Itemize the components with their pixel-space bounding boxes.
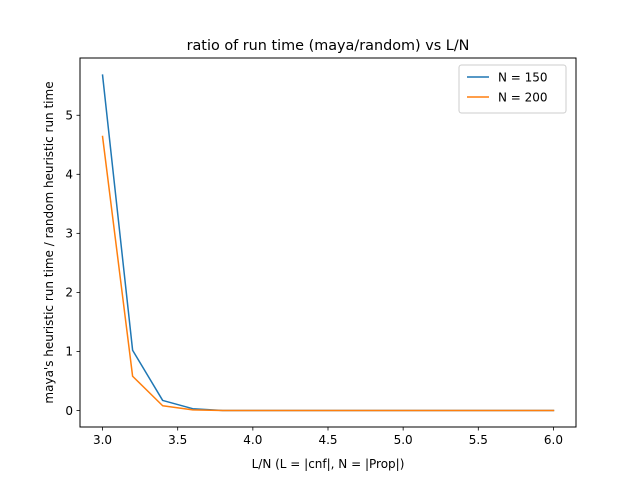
series-line-2 — [101, 135, 555, 412]
y-tick-label: 2 — [65, 286, 73, 300]
chart-title: ratio of run time (maya/random) vs L/N — [187, 38, 470, 54]
x-tick-label: 5.5 — [469, 433, 488, 447]
legend-label-1: N = 150 — [498, 70, 548, 84]
y-tick-label: 5 — [65, 109, 73, 123]
y-tick-label: 3 — [65, 227, 73, 241]
y-tick-label: 4 — [65, 168, 73, 182]
x-tick-label: 3.5 — [168, 433, 187, 447]
x-tick-label: 6.0 — [544, 433, 563, 447]
plot-lines — [101, 74, 555, 412]
x-tick-label: 4.0 — [243, 433, 262, 447]
legend: N = 150 N = 200 — [458, 64, 567, 114]
y-axis-label: maya's heuristic run time / random heuri… — [42, 81, 56, 403]
legend-label-2: N = 200 — [498, 90, 548, 104]
x-tick-label: 5.0 — [394, 433, 413, 447]
y-tick-label: 1 — [65, 345, 73, 359]
x-axis-ticks: 3.0 3.5 4.0 4.5 5.0 5.5 6.0 — [93, 427, 563, 447]
x-tick-label: 3.0 — [93, 433, 112, 447]
x-tick-label: 4.5 — [318, 433, 337, 447]
y-axis-ticks: 0 1 2 3 4 5 — [65, 109, 80, 418]
x-axis-label: L/N (L = |cnf|, N = |Prop|) — [252, 457, 405, 471]
y-tick-label: 0 — [65, 404, 73, 418]
